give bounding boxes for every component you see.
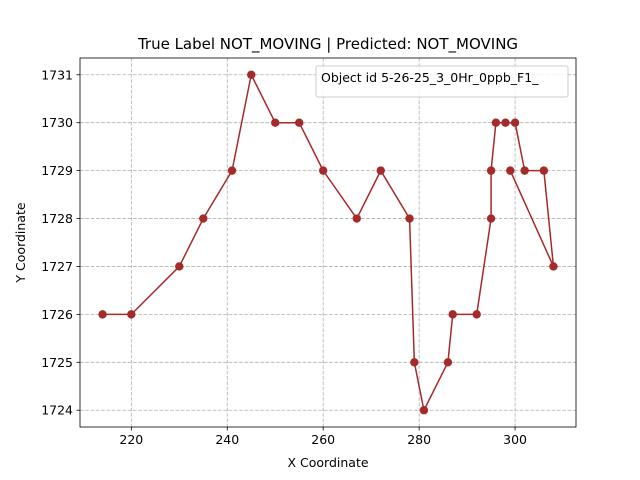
axis-ticks: 220 240 260 280 300 1724 1725 1726 1727 1728 1729 1… [41,67,527,447]
data-point [352,214,361,223]
data-point [247,70,256,79]
plot-area-frame [79,57,577,428]
y-axis-label: Y Coordinate [13,202,28,283]
data-point [295,118,304,127]
y-tick-label: 1727 [41,259,73,274]
data-point [448,310,457,319]
y-tick-label: 1726 [41,307,73,322]
data-point [175,262,184,271]
data-point [443,358,453,367]
y-tick-label: 1731 [41,67,73,82]
data-point [319,166,328,175]
y-tick-label: 1724 [41,403,73,418]
legend-box [315,65,569,98]
data-point [227,166,237,175]
data-point [376,166,385,175]
data-point [486,166,496,175]
chart-title: True Label NOT_MOVING | Predicted: NOT_M… [137,35,518,54]
data-point [520,166,529,175]
data-point [491,118,501,127]
x-tick-label: 240 [215,432,239,447]
data-series [98,70,558,415]
data-point [486,214,496,223]
x-tick-label: 300 [503,432,527,447]
data-point [98,310,107,319]
legend-entry-label: Object id 5-26-25_3_0Hr_0ppb_F1_ [321,70,539,85]
y-tick-label: 1729 [41,163,73,178]
y-tick-label: 1725 [41,355,73,370]
data-point [549,262,558,271]
data-point [472,310,481,319]
grid-lines [80,58,576,427]
data-point [539,166,549,175]
data-point [501,118,510,127]
data-point [506,166,515,175]
y-tick-label: 1728 [41,211,73,226]
data-point [127,310,136,319]
data-point [410,358,419,367]
data-point [271,118,280,127]
x-tick-label: 280 [407,432,431,447]
legend: Object id 5-26-25_3_0Hr_0ppb_F1_ [315,65,569,98]
data-point [199,214,208,223]
x-tick-label: 220 [119,432,143,447]
data-point [419,406,429,415]
data-point [405,214,414,223]
data-point [510,118,520,127]
x-tick-label: 260 [311,432,335,447]
x-axis-label: X Coordinate [287,455,368,470]
y-tick-label: 1730 [41,115,73,130]
